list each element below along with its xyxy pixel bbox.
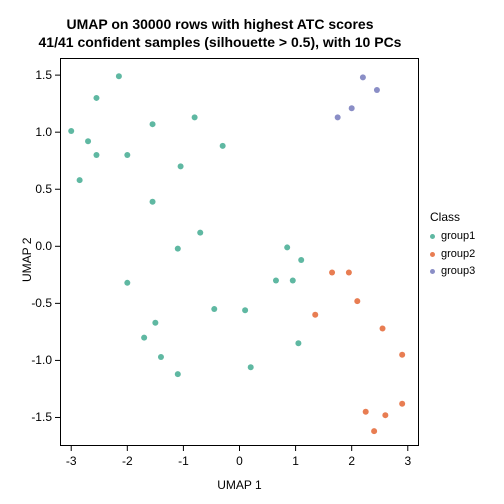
point: [85, 138, 91, 144]
point: [335, 114, 341, 120]
legend-swatch-group3: [430, 269, 435, 274]
legend-title: Class: [430, 210, 475, 224]
point: [382, 412, 388, 418]
legend-item-group3: group3: [430, 263, 475, 281]
point: [175, 246, 181, 252]
point: [298, 257, 304, 263]
point: [93, 95, 99, 101]
legend-label-group3: group3: [441, 263, 475, 281]
point: [197, 230, 203, 236]
point: [360, 74, 366, 80]
point: [273, 278, 279, 284]
x-axis-label: UMAP 1: [60, 478, 419, 492]
x-tick-label: 2: [348, 454, 355, 468]
legend-item-group1: group1: [430, 228, 475, 246]
point: [346, 270, 352, 276]
point: [248, 364, 254, 370]
legend-label-group2: group2: [441, 246, 475, 264]
point: [290, 278, 296, 284]
point: [354, 298, 360, 304]
point: [242, 307, 248, 313]
point: [141, 335, 147, 341]
point: [349, 105, 355, 111]
chart-title-line2: 41/41 confident samples (silhouette > 0.…: [0, 34, 440, 50]
plot-panel: [60, 58, 419, 446]
x-tick-label: 1: [292, 454, 299, 468]
point: [192, 114, 198, 120]
y-tick-label: 1.0: [35, 125, 52, 139]
x-tick-label: -2: [122, 454, 133, 468]
chart-title-line1: UMAP on 30000 rows with highest ATC scor…: [0, 16, 440, 32]
point: [178, 163, 184, 169]
point: [312, 312, 318, 318]
point: [363, 409, 369, 415]
chart-container: UMAP on 30000 rows with highest ATC scor…: [0, 0, 504, 504]
point: [399, 401, 405, 407]
point: [150, 199, 156, 205]
y-axis-label: UMAP 2: [20, 238, 34, 282]
legend-swatch-group1: [430, 234, 435, 239]
point: [399, 352, 405, 358]
point: [284, 244, 290, 250]
point: [124, 152, 130, 158]
point: [152, 320, 158, 326]
point: [124, 280, 130, 286]
x-tick-label: 0: [236, 454, 243, 468]
scatter-svg: [60, 58, 419, 446]
y-tick-label: -0.5: [31, 296, 52, 310]
point: [93, 152, 99, 158]
legend: Class group1 group2 group3: [430, 210, 475, 281]
x-tick-label: 3: [404, 454, 411, 468]
point: [116, 73, 122, 79]
point: [374, 87, 380, 93]
point: [295, 340, 301, 346]
x-tick-label: -3: [66, 454, 77, 468]
y-tick-label: 0.5: [35, 182, 52, 196]
legend-swatch-group2: [430, 252, 435, 257]
y-tick-label: -1.5: [31, 410, 52, 424]
point: [77, 177, 83, 183]
point: [329, 270, 335, 276]
y-tick-label: -1.0: [31, 353, 52, 367]
y-tick-label: 0.0: [35, 239, 52, 253]
point: [211, 306, 217, 312]
y-tick-label: 1.5: [35, 68, 52, 82]
point: [220, 143, 226, 149]
point: [158, 354, 164, 360]
point: [150, 121, 156, 127]
point: [175, 371, 181, 377]
legend-label-group1: group1: [441, 228, 475, 246]
legend-item-group2: group2: [430, 246, 475, 264]
point: [68, 128, 74, 134]
point: [371, 428, 377, 434]
x-tick-label: -1: [178, 454, 189, 468]
point: [380, 325, 386, 331]
